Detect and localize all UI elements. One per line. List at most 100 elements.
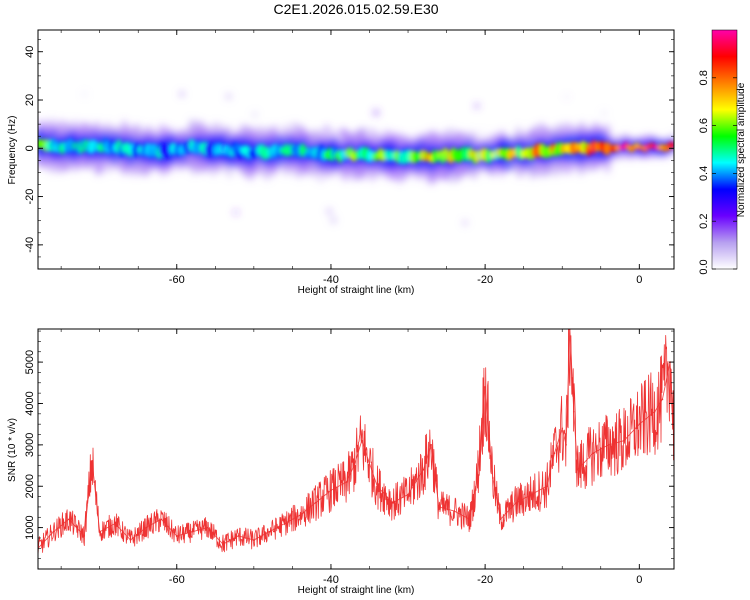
snr-data-point bbox=[422, 468, 425, 471]
heatmap-speckle bbox=[340, 128, 347, 135]
snr-data-point bbox=[191, 530, 193, 533]
x-tick-label: -60 bbox=[169, 274, 185, 286]
heatmap-speckle bbox=[252, 112, 257, 117]
y-tick-label: -40 bbox=[24, 237, 36, 253]
snr-data-point bbox=[515, 501, 517, 504]
heatmap-panel: -60 -40 -20 0 -40 -20 0 20 40 Height of straight… bbox=[7, 29, 675, 296]
heatmap-cell bbox=[668, 141, 674, 149]
snr-data-point bbox=[546, 485, 548, 488]
heatmap-speckle bbox=[360, 129, 367, 135]
heatmap-speckle bbox=[330, 217, 337, 223]
snr-data-point bbox=[561, 427, 564, 430]
snr-data-point bbox=[237, 535, 240, 537]
snr-data-point bbox=[145, 526, 147, 529]
heatmap-speckle bbox=[504, 161, 510, 166]
heatmap-frame bbox=[37, 29, 675, 270]
heatmap-speckle bbox=[474, 103, 480, 109]
heatmap-speckle bbox=[314, 129, 319, 134]
heatmap-speckle bbox=[292, 122, 297, 128]
snr-y-axis-label: SNR (10 * v/v) bbox=[7, 418, 18, 482]
snr-data-point bbox=[484, 386, 486, 388]
snr-data-point bbox=[453, 510, 456, 512]
snr-data-point bbox=[661, 398, 664, 401]
y-tick-label: 5000 bbox=[24, 350, 36, 374]
heatmap-speckle bbox=[588, 167, 593, 172]
heatmap-speckle bbox=[450, 177, 457, 183]
heatmap-speckle bbox=[96, 166, 103, 172]
colorbar-bar bbox=[711, 29, 738, 270]
heatmap-speckle bbox=[392, 175, 396, 180]
heatmap-speckle bbox=[317, 140, 320, 143]
snr-data-point bbox=[52, 530, 55, 533]
snr-data-point bbox=[499, 518, 502, 521]
x-tick-label: -40 bbox=[323, 274, 339, 286]
heatmap-speckle bbox=[38, 161, 42, 167]
heatmap-speckle bbox=[63, 152, 67, 156]
heatmap-speckle bbox=[541, 127, 544, 130]
snr-data-point bbox=[83, 535, 86, 537]
heatmap-speckle bbox=[40, 162, 46, 167]
snr-data-point bbox=[268, 530, 271, 533]
snr-data-point bbox=[299, 514, 301, 517]
colorbar-label: Normalized spectral amplitude bbox=[736, 82, 747, 217]
heatmap-speckle bbox=[324, 125, 330, 131]
snr-data-point bbox=[438, 506, 440, 508]
snr-data-point bbox=[623, 439, 625, 442]
snr-data-point bbox=[222, 543, 224, 545]
heatmap-speckle bbox=[179, 91, 185, 97]
heatmap-speckle bbox=[82, 92, 86, 96]
y-tick-label: 2000 bbox=[24, 474, 36, 498]
heatmap-x-axis-label: Height of straight line (km) bbox=[298, 285, 415, 296]
heatmap-speckle bbox=[373, 109, 380, 116]
heatmap-speckle bbox=[326, 208, 332, 214]
colorbar: 0.0 0.2 0.4 0.6 0.8 Normalized spectral ampl… bbox=[698, 29, 747, 275]
heatmap-speckle bbox=[186, 160, 192, 165]
y-tick-label: -20 bbox=[24, 189, 36, 205]
x-tick-label: -40 bbox=[323, 574, 339, 586]
heatmap-speckle bbox=[47, 154, 51, 159]
snr-data-point bbox=[98, 530, 101, 533]
snr-data-point bbox=[330, 489, 332, 492]
snr-data-point bbox=[283, 522, 286, 525]
colorbar-tick-label: 0.8 bbox=[698, 70, 710, 85]
snr-panel: -60 -40 -20 0 1000 2000 3000 4000 5000 Height of… bbox=[7, 328, 675, 596]
heatmap-speckle bbox=[456, 175, 461, 180]
snr-data-point bbox=[468, 518, 471, 521]
heatmap-speckle bbox=[423, 147, 427, 151]
y-tick-label: 0 bbox=[24, 145, 36, 151]
heatmap-speckle bbox=[360, 144, 363, 147]
heatmap-speckle bbox=[224, 129, 229, 135]
heatmap-speckle bbox=[440, 173, 447, 179]
colorbar-tick-label: 0.0 bbox=[698, 259, 710, 274]
heatmap-speckle bbox=[340, 143, 344, 147]
snr-frame bbox=[37, 328, 675, 570]
heatmap-speckle bbox=[366, 141, 372, 147]
heatmap-y-axis-label: Frequency (Hz) bbox=[7, 116, 18, 185]
chart-title: C2E1.2026.015.02.59.E30 bbox=[273, 1, 438, 17]
heatmap-speckle bbox=[141, 170, 147, 176]
heatmap-speckle bbox=[462, 220, 468, 226]
y-tick-label: 4000 bbox=[24, 391, 36, 415]
heatmap-ticks: -60 -40 -20 0 -40 -20 0 20 40 bbox=[24, 30, 674, 286]
colorbar-tick-label: 0.2 bbox=[698, 214, 710, 229]
snr-content bbox=[38, 329, 674, 556]
heatmap-speckle bbox=[418, 160, 422, 164]
x-tick-label: 0 bbox=[636, 274, 642, 286]
heatmap-speckle bbox=[389, 174, 392, 177]
snr-data-point bbox=[653, 410, 656, 413]
heatmap-speckle bbox=[306, 164, 311, 170]
x-tick-label: 0 bbox=[636, 574, 642, 586]
heatmap-speckle bbox=[449, 128, 454, 133]
snr-data-point bbox=[91, 460, 93, 463]
snr-data-point bbox=[114, 522, 116, 525]
heatmap-speckle bbox=[528, 132, 534, 138]
heatmap-speckle bbox=[238, 159, 242, 162]
y-tick-label: 1000 bbox=[24, 515, 36, 539]
heatmap-speckle bbox=[172, 139, 178, 145]
snr-data-point bbox=[607, 444, 610, 446]
heatmap-speckle bbox=[543, 128, 548, 132]
snr-data-point bbox=[492, 477, 494, 479]
snr-data-point bbox=[553, 452, 556, 454]
heatmap-content bbox=[38, 91, 674, 226]
